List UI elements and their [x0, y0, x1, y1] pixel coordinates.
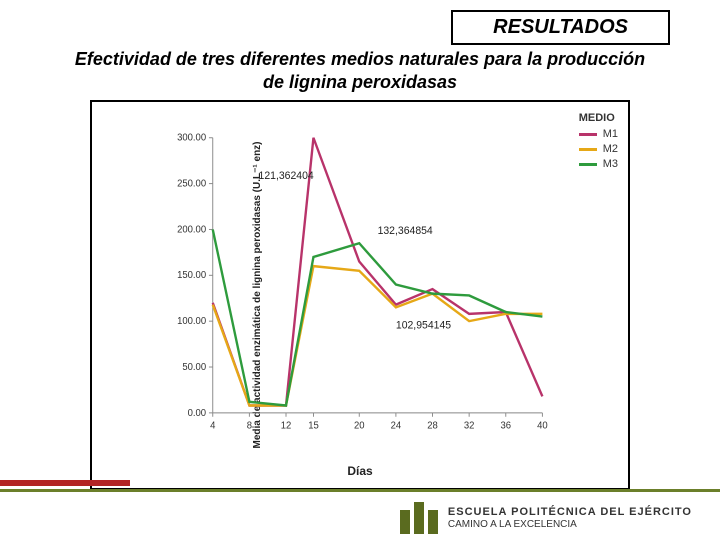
svg-text:8: 8	[247, 420, 252, 431]
chart-annotation: 121,362404	[259, 170, 314, 182]
legend-item: M2	[579, 143, 618, 155]
chart-annotation: 102,954145	[396, 319, 451, 331]
svg-text:100.00: 100.00	[177, 316, 206, 327]
legend-item: M3	[579, 158, 618, 170]
subtitle: Efectividad de tres diferentes medios na…	[70, 48, 650, 93]
svg-text:150.00: 150.00	[177, 270, 206, 281]
svg-text:24: 24	[391, 420, 402, 431]
chart-annotation: 132,364854	[378, 225, 433, 237]
legend-label: M3	[603, 158, 618, 170]
svg-text:15: 15	[308, 420, 319, 431]
logo-top: ESCUELA POLITÉCNICA DEL EJÉRCITO	[448, 506, 692, 518]
legend-swatch	[579, 133, 597, 136]
svg-text:50.00: 50.00	[182, 362, 206, 373]
chart-svg: 0.00 50.00 100.00 150.00 200.00 250.00 300.00 4…	[170, 130, 550, 440]
svg-text:20: 20	[354, 420, 365, 431]
logo-bottom: CAMINO A LA EXCELENCIA	[448, 519, 692, 530]
series-line	[213, 266, 543, 405]
logo-mark	[400, 502, 438, 534]
svg-text:36: 36	[500, 420, 511, 431]
svg-text:200.00: 200.00	[177, 224, 206, 235]
legend: MEDIO M1 M2 M3	[579, 112, 618, 173]
legend-label: M1	[603, 128, 618, 140]
footer-rule	[0, 489, 720, 492]
legend-swatch	[579, 163, 597, 166]
svg-text:4: 4	[210, 420, 216, 431]
footer-accent-bar	[0, 480, 130, 486]
slide: RESULTADOS Efectividad de tres diferente…	[0, 0, 720, 540]
svg-text:250.00: 250.00	[177, 178, 206, 189]
header-box: RESULTADOS	[451, 10, 670, 45]
svg-text:0.00: 0.00	[188, 408, 206, 419]
svg-text:28: 28	[427, 420, 438, 431]
svg-text:40: 40	[537, 420, 548, 431]
svg-text:12: 12	[281, 420, 292, 431]
svg-text:32: 32	[464, 420, 475, 431]
legend-title: MEDIO	[579, 112, 618, 124]
legend-item: M1	[579, 128, 618, 140]
x-axis-label: Días	[347, 464, 372, 478]
plot-area: 0.00 50.00 100.00 150.00 200.00 250.00 300.00 4…	[170, 130, 550, 440]
svg-text:300.00: 300.00	[177, 133, 206, 144]
header-label: RESULTADOS	[493, 16, 628, 38]
legend-label: M2	[603, 143, 618, 155]
legend-swatch	[579, 148, 597, 151]
logo: ESCUELA POLITÉCNICA DEL EJÉRCITO CAMINO …	[400, 502, 692, 534]
chart-container: Media de actividad enzimática de lignina…	[90, 100, 630, 490]
logo-text: ESCUELA POLITÉCNICA DEL EJÉRCITO CAMINO …	[448, 506, 692, 529]
